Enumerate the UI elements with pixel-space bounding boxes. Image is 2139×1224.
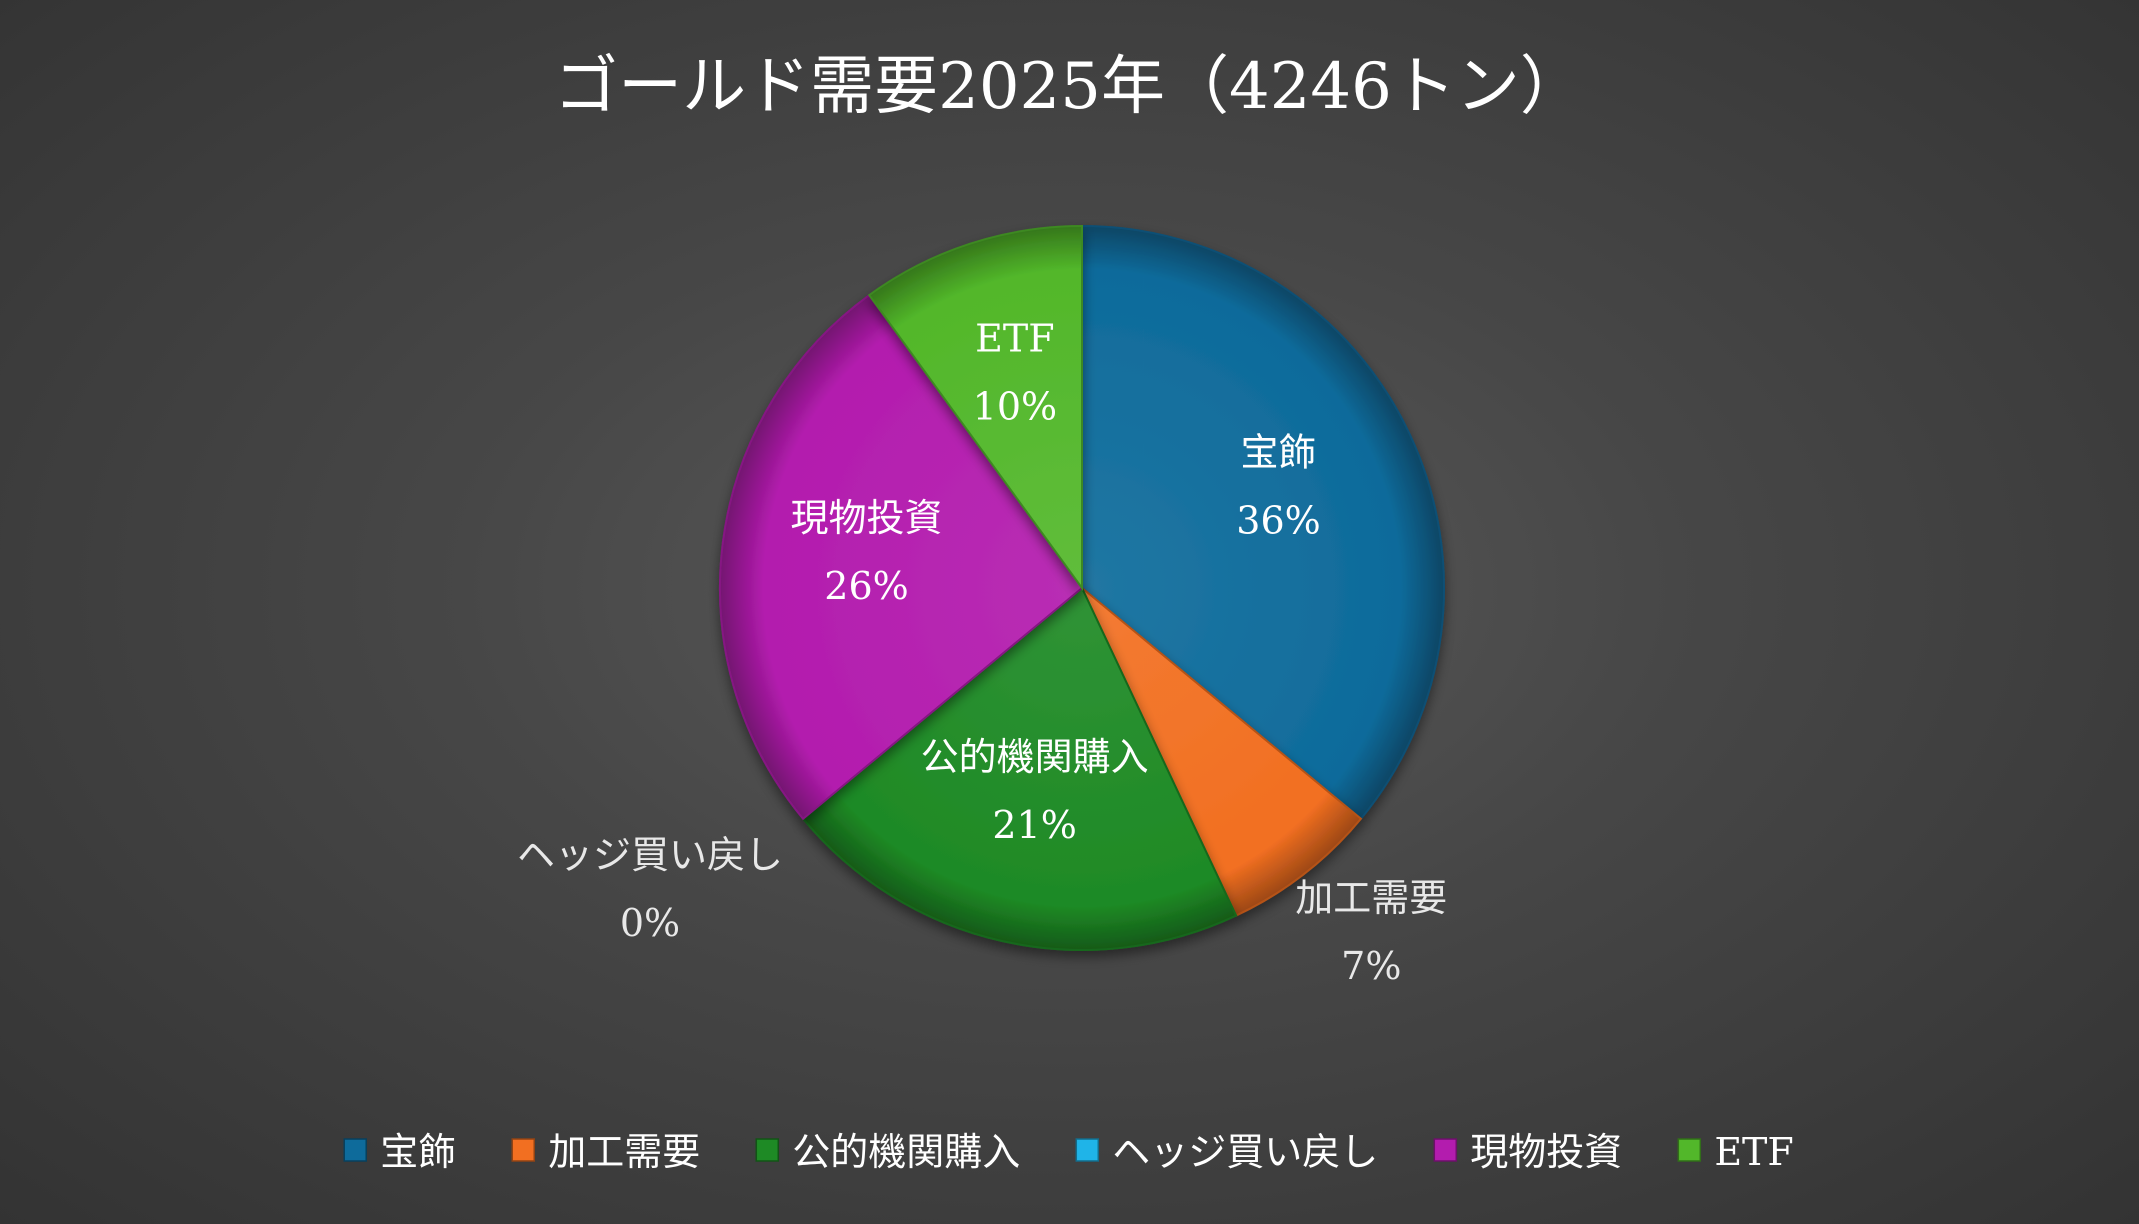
pie-slice-5 (867, 224, 1083, 592)
legend-swatch-1 (511, 1138, 535, 1162)
legend-label-4: 現物投資 (1470, 1130, 1622, 1174)
slice-value-label-4: 26% (824, 564, 908, 608)
legend-item-0: 宝飾 (343, 1130, 456, 1174)
legend-item-4: 現物投資 (1433, 1130, 1622, 1174)
pie-slice-4 (719, 293, 1084, 821)
legend-item-5: ETF (1677, 1130, 1794, 1174)
legend-swatch-3 (1075, 1138, 1100, 1162)
legend-item-1: 加工需要 (511, 1130, 700, 1174)
legend-label-0: 宝飾 (380, 1130, 456, 1174)
legend-label-3: ヘッジ買い戻し (1112, 1130, 1378, 1174)
slice-value-label-1: 7% (1341, 944, 1401, 988)
legend-label-2: 公的機関購入 (792, 1130, 1020, 1174)
legend-label-1: 加工需要 (548, 1130, 700, 1174)
legend-swatch-5 (1677, 1138, 1702, 1162)
chart-title: ゴールド需要2025年（4246トン） (554, 50, 1584, 124)
legend-label-5: ETF (1714, 1130, 1793, 1174)
slice-value-label-0: 36% (1236, 499, 1320, 543)
legend: 宝飾 加工需要 公的機関購入 ヘッジ買い戻し 現物投資 ETF (343, 1130, 1794, 1174)
slice-value-label-3: 0% (620, 901, 680, 945)
slice-label-5: ETF (975, 316, 1054, 360)
pie-slice-0 (1081, 224, 1445, 821)
pie-slice-1 (1081, 587, 1363, 917)
slice-label-3: ヘッジ買い戻し (517, 833, 783, 877)
legend-item-2: 公的機関購入 (755, 1130, 1020, 1174)
slice-label-0: 宝飾 (1241, 431, 1317, 475)
slices-layer (719, 224, 1445, 951)
pie-slice-2 (801, 586, 1238, 951)
slice-label-2: 公的機関購入 (921, 735, 1149, 779)
labels-layer: 宝飾 36% 加工需要 7% 公的機関購入 21% ヘッジ買い戻し 0% 現物投資 26% ETF 1… (517, 316, 1447, 988)
slice-label-4: 現物投資 (791, 496, 943, 540)
legend-item-3: ヘッジ買い戻し (1075, 1130, 1378, 1174)
slice-value-label-2: 21% (992, 803, 1076, 847)
slice-value-label-5: 10% (973, 384, 1057, 428)
legend-swatch-0 (343, 1138, 367, 1162)
legend-swatch-2 (755, 1138, 780, 1162)
slice-label-1: 加工需要 (1295, 876, 1447, 920)
legend-swatch-4 (1433, 1138, 1458, 1162)
